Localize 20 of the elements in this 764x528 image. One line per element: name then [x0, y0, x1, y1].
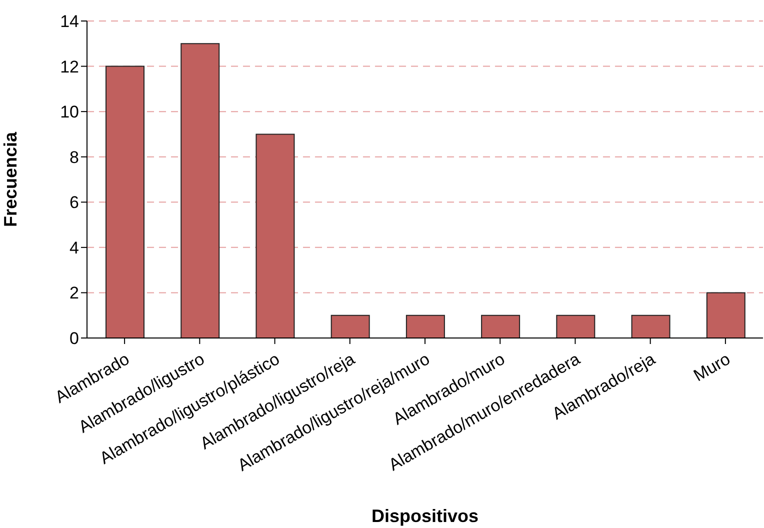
y-tick-label: 2 — [70, 284, 79, 303]
bar — [330, 314, 370, 338]
y-tick-label: 6 — [70, 193, 79, 212]
bar — [106, 66, 144, 338]
y-tick-label: 12 — [60, 57, 79, 76]
x-tick-label: Muro — [690, 349, 734, 386]
y-tick-label: 8 — [70, 148, 79, 167]
bar — [256, 134, 295, 338]
x-axis-title: Dispositivos — [371, 506, 479, 526]
bar — [406, 314, 445, 338]
bar — [481, 314, 520, 338]
bar — [556, 314, 596, 338]
y-axis-title: Frecuencia — [0, 130, 20, 228]
y-tick-label: 0 — [70, 329, 79, 348]
bar — [180, 43, 220, 338]
bar — [706, 292, 746, 338]
y-tick-label: 4 — [70, 238, 79, 258]
bar — [631, 314, 670, 338]
y-tick-label: 14 — [60, 12, 79, 32]
y-tick-label: 10 — [60, 102, 79, 122]
